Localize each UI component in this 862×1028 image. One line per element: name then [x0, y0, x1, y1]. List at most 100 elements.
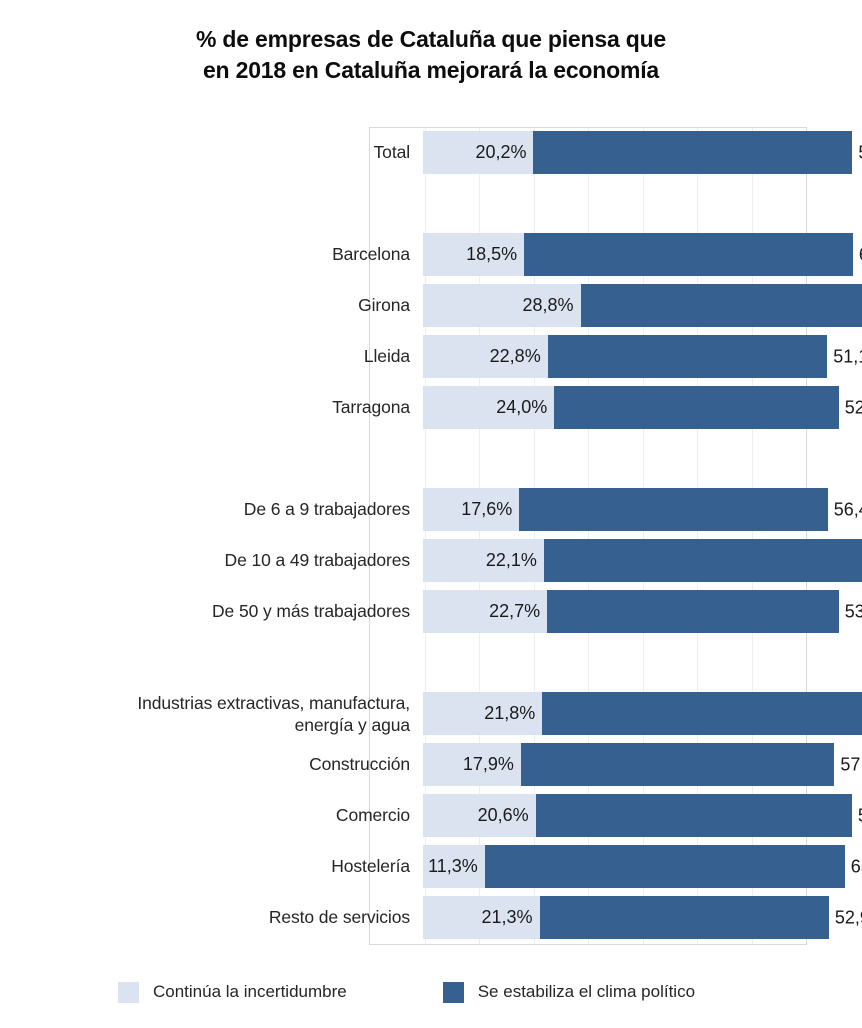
- bar-segment-stabilizes[interactable]: 52,9%: [539, 896, 862, 939]
- bar-segment-uncertainty[interactable]: 17,9%: [423, 743, 521, 786]
- bar-value-uncertainty: 20,6%: [477, 805, 529, 825]
- stacked-bar[interactable]: 28,8% 53,3%: [423, 284, 862, 327]
- bar-segment-uncertainty[interactable]: 18,5%: [423, 233, 525, 276]
- gridline: [479, 128, 480, 944]
- category-label-line: energía y agua: [294, 714, 410, 735]
- category-label: Barcelona: [10, 244, 410, 265]
- stacked-bar[interactable]: 22,1% 61,2%: [423, 539, 862, 582]
- bar-row: Girona 28,8% 53,3%: [0, 280, 862, 331]
- bar-segment-uncertainty[interactable]: 24,0%: [423, 386, 555, 429]
- bar-row: Total 20,2% 58,3%: [0, 127, 862, 178]
- bar-value-stabilizes: 52,9%: [834, 907, 862, 927]
- stacked-bar[interactable]: 20,2% 58,3%: [423, 131, 862, 174]
- category-label-line: Lleida: [363, 346, 410, 366]
- chart-legend: Continúa la incertidumbre Se estabiliza e…: [0, 972, 862, 1012]
- bar-segment-uncertainty[interactable]: 20,2%: [423, 131, 534, 174]
- category-label: Girona: [10, 295, 410, 316]
- bar-segment-uncertainty[interactable]: 22,7%: [423, 590, 548, 633]
- category-label: Comercio: [10, 805, 410, 826]
- bar-value-stabilizes: 52,0%: [844, 397, 862, 417]
- bar-segment-stabilizes[interactable]: 57,3%: [520, 743, 862, 786]
- bar-value-stabilizes: 53,3%: [844, 601, 862, 621]
- bar-value-uncertainty: 22,1%: [485, 550, 537, 570]
- bar-segment-stabilizes[interactable]: 60,1%: [524, 233, 862, 276]
- stacked-bar[interactable]: 21,8% 66,0%: [423, 692, 862, 735]
- category-label-line: Resto de servicios: [268, 907, 410, 927]
- chart-title: % de empresas de Cataluña que piensa que…: [0, 24, 862, 86]
- bar-value-uncertainty: 28,8%: [522, 295, 574, 315]
- bar-segment-stabilizes[interactable]: 53,3%: [547, 590, 862, 633]
- category-label: Tarragona: [10, 397, 410, 418]
- bar-segment-uncertainty[interactable]: 17,6%: [423, 488, 520, 531]
- bar-segment-stabilizes[interactable]: 57,8%: [535, 794, 862, 837]
- gridline: [588, 128, 589, 944]
- stacked-bar[interactable]: 18,5% 60,1%: [423, 233, 862, 276]
- chart-title-line-1: % de empresas de Cataluña que piensa que: [195, 26, 667, 52]
- category-label: Total: [10, 142, 411, 163]
- legend-swatch-light: [118, 981, 139, 1003]
- legend-label: Continúa la incertidumbre: [153, 982, 347, 1001]
- category-label: Resto de servicios: [10, 907, 410, 928]
- gridline: [425, 128, 426, 944]
- bar-row-spacer: [0, 178, 862, 229]
- stacked-bar[interactable]: 21,3% 52,9%: [423, 896, 862, 939]
- stacked-bar[interactable]: 22,7% 53,3%: [423, 590, 862, 633]
- bar-segment-uncertainty[interactable]: 20,6%: [423, 794, 536, 837]
- bar-value-uncertainty: 17,9%: [462, 754, 514, 774]
- bar-segment-uncertainty[interactable]: 22,1%: [423, 539, 544, 582]
- bar-value-stabilizes: 65,8%: [850, 856, 862, 876]
- bar-value-stabilizes: 57,3%: [840, 754, 862, 774]
- bar-segment-stabilizes[interactable]: 58,3%: [533, 131, 862, 174]
- bar-rows-container: Total 20,2% 58,3% Barcelona 18,5% 60,1% Girona…: [0, 127, 862, 945]
- bar-value-uncertainty: 20,2%: [475, 142, 527, 162]
- category-label-line: Girona: [358, 295, 410, 315]
- category-label: De 50 y más trabajadores: [10, 601, 410, 622]
- bar-value-uncertainty: 22,8%: [489, 346, 541, 366]
- category-label-line: Comercio: [335, 805, 410, 825]
- bar-segment-uncertainty[interactable]: 11,3%: [423, 845, 485, 888]
- gridline: [534, 128, 535, 944]
- category-label-line: Construcción: [309, 754, 410, 774]
- bar-segment-uncertainty[interactable]: 21,8%: [423, 692, 543, 735]
- bar-segment-stabilizes[interactable]: 66,0%: [542, 692, 862, 735]
- bar-value-stabilizes: 57,8%: [858, 805, 862, 826]
- bar-row: Resto de servicios 21,3% 52,9%: [0, 892, 862, 943]
- bar-value-uncertainty: 24,0%: [496, 397, 548, 417]
- category-label: Lleida: [10, 346, 410, 367]
- bar-segment-stabilizes[interactable]: 65,8%: [484, 845, 862, 888]
- bar-value-uncertainty: 17,6%: [461, 499, 513, 519]
- category-label-line: Total: [373, 142, 411, 162]
- bar-value-stabilizes: 58,3%: [858, 142, 862, 163]
- category-label-line: Industrias extractivas, manufactura,: [137, 692, 410, 713]
- bar-segment-stabilizes[interactable]: 56,4%: [519, 488, 862, 531]
- bar-segment-stabilizes[interactable]: 61,2%: [543, 539, 862, 582]
- category-label: De 10 a 49 trabajadores: [10, 550, 411, 571]
- stacked-bar[interactable]: 11,3% 65,8%: [423, 845, 862, 888]
- bar-segment-stabilizes[interactable]: 52,0%: [554, 386, 862, 429]
- stacked-bar[interactable]: 20,6% 57,8%: [423, 794, 862, 837]
- bar-segment-stabilizes[interactable]: 53,3%: [580, 284, 862, 327]
- bar-segment-uncertainty[interactable]: 21,3%: [423, 896, 540, 939]
- stacked-bar[interactable]: 24,0% 52,0%: [423, 386, 862, 429]
- bar-value-stabilizes: 56,4%: [833, 499, 862, 519]
- category-label-line: De 10 a 49 trabajadores: [224, 550, 411, 570]
- bar-value-uncertainty: 22,7%: [489, 601, 541, 621]
- bar-segment-uncertainty[interactable]: 28,8%: [423, 284, 581, 327]
- bar-value-uncertainty: 18,5%: [466, 244, 518, 264]
- category-label-line: De 6 a 9 trabajadores: [243, 499, 410, 519]
- category-label: Industrias extractivas, manufactura, ener…: [10, 692, 410, 736]
- bar-row: De 6 a 9 trabajadores 17,6% 56,4%: [0, 484, 862, 535]
- bar-value-stabilizes: 51,1%: [833, 346, 862, 366]
- legend-item[interactable]: Continúa la incertidumbre: [118, 981, 347, 1003]
- category-label-line: Barcelona: [332, 244, 410, 264]
- bar-segment-stabilizes[interactable]: 51,1%: [547, 335, 862, 378]
- legend-item[interactable]: Se estabiliza el clima político: [442, 981, 695, 1003]
- bar-row-spacer: [0, 433, 862, 484]
- bar-segment-uncertainty[interactable]: 22,8%: [423, 335, 548, 378]
- gridline: [697, 128, 698, 944]
- category-label-line: Hostelería: [331, 856, 410, 876]
- stacked-bar[interactable]: 17,6% 56,4%: [423, 488, 862, 531]
- stacked-bar[interactable]: 17,9% 57,3%: [423, 743, 862, 786]
- bar-row-spacer: [0, 637, 862, 688]
- stacked-bar[interactable]: 22,8% 51,1%: [423, 335, 862, 378]
